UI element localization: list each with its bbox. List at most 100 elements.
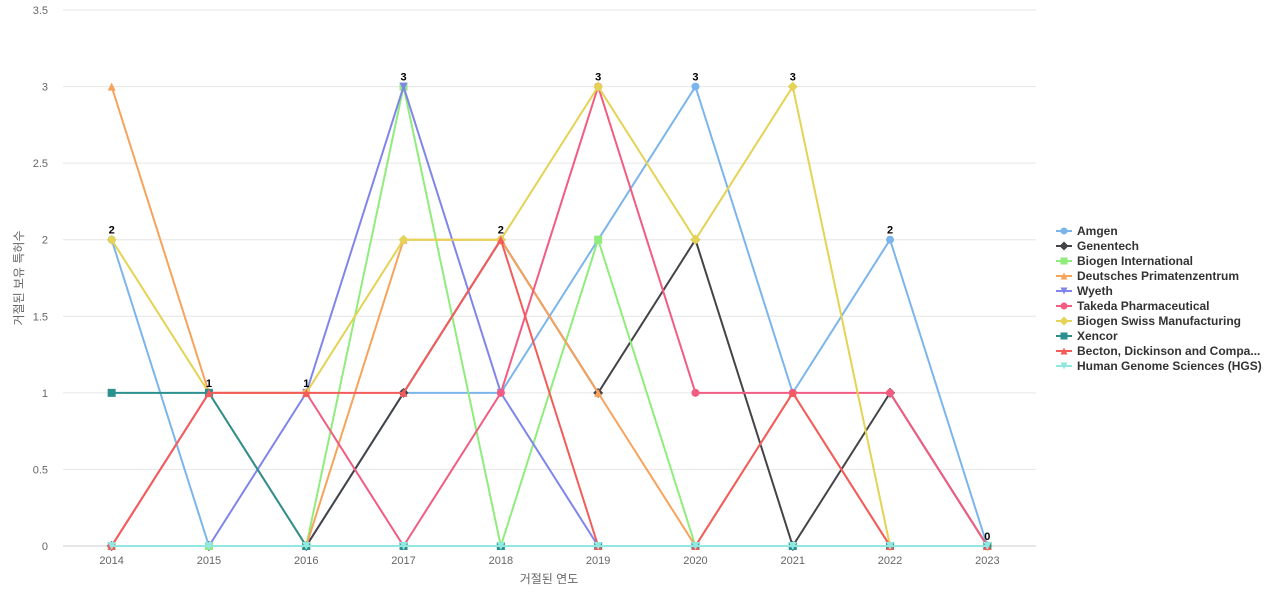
legend-label: Wyeth — [1077, 284, 1113, 298]
x-axis-ticks: 2014 2015 2016 2017 2018 2019 2020 2021 2022 2023 — [99, 555, 999, 567]
legend-label: Xencor — [1077, 329, 1118, 343]
data-label: 3 — [692, 72, 698, 84]
legend-label: Human Genome Sciences (HGS) — [1077, 359, 1262, 373]
legend-item[interactable]: Takeda Pharmaceutical — [1056, 299, 1210, 313]
y-axis-title: 거절된 보유 특허수 — [12, 231, 26, 326]
legend-marker — [1060, 347, 1068, 355]
legend-item[interactable]: Amgen — [1056, 224, 1118, 238]
legend-label: Takeda Pharmaceutical — [1077, 299, 1210, 313]
data-label: 3 — [790, 72, 796, 84]
y-tick-label: 0.5 — [33, 464, 48, 476]
series-group — [106, 81, 993, 551]
legend-marker — [1059, 241, 1069, 251]
data-point[interactable] — [593, 81, 604, 92]
data-point[interactable] — [691, 542, 700, 550]
data-label: 3 — [595, 72, 601, 84]
legend-item[interactable]: Biogen International — [1056, 254, 1193, 268]
x-tick-label: 2016 — [294, 555, 318, 567]
data-point[interactable] — [594, 542, 603, 550]
x-tick-label: 2019 — [586, 555, 610, 567]
data-label: 1 — [303, 378, 309, 390]
legend-marker — [1060, 332, 1068, 340]
legend-label: Biogen Swiss Manufacturing — [1077, 314, 1241, 328]
legend-item[interactable]: Wyeth — [1056, 284, 1113, 298]
data-point[interactable] — [788, 542, 797, 550]
data-point[interactable] — [594, 235, 603, 244]
data-point[interactable] — [594, 388, 603, 397]
legend-item[interactable]: Deutsches Primatenzentrum — [1056, 269, 1239, 283]
x-tick-label: 2014 — [99, 555, 123, 567]
legend-label: Becton, Dickinson and Compa... — [1077, 344, 1260, 358]
y-tick-label: 2.5 — [33, 158, 48, 170]
y-tick-label: 3 — [42, 82, 48, 94]
data-point[interactable] — [399, 82, 408, 91]
legend-item[interactable]: Biogen Swiss Manufacturing — [1056, 314, 1241, 328]
data-point[interactable] — [204, 388, 213, 397]
x-tick-label: 2018 — [489, 555, 513, 567]
data-point[interactable] — [691, 82, 700, 91]
x-tick-label: 2015 — [197, 555, 221, 567]
data-point[interactable] — [398, 234, 409, 245]
data-label: 0 — [984, 531, 990, 543]
y-tick-label: 1.5 — [33, 311, 48, 323]
legend-label: Genentech — [1077, 239, 1139, 253]
legend-item[interactable]: Becton, Dickinson and Compa... — [1056, 344, 1260, 358]
data-labels: 2 1 1 3 2 3 3 3 2 0 — [109, 72, 991, 543]
y-tick-label: 2 — [42, 235, 48, 247]
data-point[interactable] — [399, 542, 408, 550]
data-point[interactable] — [886, 388, 895, 397]
data-label: 1 — [206, 378, 212, 390]
legend-item[interactable]: Genentech — [1056, 239, 1139, 253]
legend-marker — [1060, 257, 1068, 265]
y-axis-ticks: 0 0.5 1 1.5 2 2.5 3 3.5 — [33, 5, 48, 553]
data-point[interactable] — [886, 235, 895, 244]
legend-marker — [1060, 272, 1068, 280]
legend-label: Amgen — [1077, 224, 1118, 238]
data-point[interactable] — [496, 235, 505, 244]
data-point[interactable] — [788, 388, 797, 397]
data-point[interactable] — [496, 388, 505, 397]
legend-marker — [1060, 287, 1068, 295]
legend-item[interactable]: Human Genome Sciences (HGS) — [1056, 359, 1262, 373]
data-point[interactable] — [496, 542, 505, 550]
y-tick-label: 1 — [42, 388, 48, 400]
legend-marker — [1060, 362, 1068, 370]
data-point[interactable] — [983, 542, 992, 550]
grid-lines — [63, 9, 1036, 547]
data-label: 2 — [109, 225, 115, 237]
x-axis-title: 거절된 연도 — [520, 572, 579, 586]
series-9 — [107, 542, 992, 550]
data-point[interactable] — [886, 542, 895, 550]
legend-label: Deutsches Primatenzentrum — [1077, 269, 1239, 283]
x-tick-label: 2023 — [975, 555, 999, 567]
data-label: 3 — [400, 72, 406, 84]
y-tick-label: 3.5 — [33, 5, 48, 17]
x-tick-label: 2021 — [781, 555, 805, 567]
x-tick-label: 2022 — [878, 555, 902, 567]
data-point[interactable] — [691, 388, 700, 397]
x-tick-label: 2020 — [683, 555, 707, 567]
data-point[interactable] — [690, 234, 701, 245]
data-point[interactable] — [107, 542, 116, 550]
data-label: 2 — [887, 225, 893, 237]
data-point[interactable] — [302, 388, 311, 397]
x-tick-label: 2017 — [391, 555, 415, 567]
legend-marker — [1060, 227, 1068, 235]
series-line[interactable] — [110, 238, 988, 547]
data-point[interactable] — [106, 234, 117, 245]
data-point[interactable] — [107, 82, 116, 91]
data-point[interactable] — [204, 542, 213, 550]
data-point[interactable] — [787, 81, 798, 92]
data-point[interactable] — [399, 388, 408, 397]
legend-marker — [1059, 316, 1069, 326]
data-label: 2 — [498, 225, 504, 237]
data-point[interactable] — [302, 542, 311, 550]
data-point[interactable] — [107, 388, 116, 397]
legend-label: Biogen International — [1077, 254, 1193, 268]
legend-item[interactable]: Xencor — [1056, 329, 1118, 343]
legend-marker — [1060, 302, 1068, 310]
y-tick-label: 0 — [42, 541, 48, 553]
